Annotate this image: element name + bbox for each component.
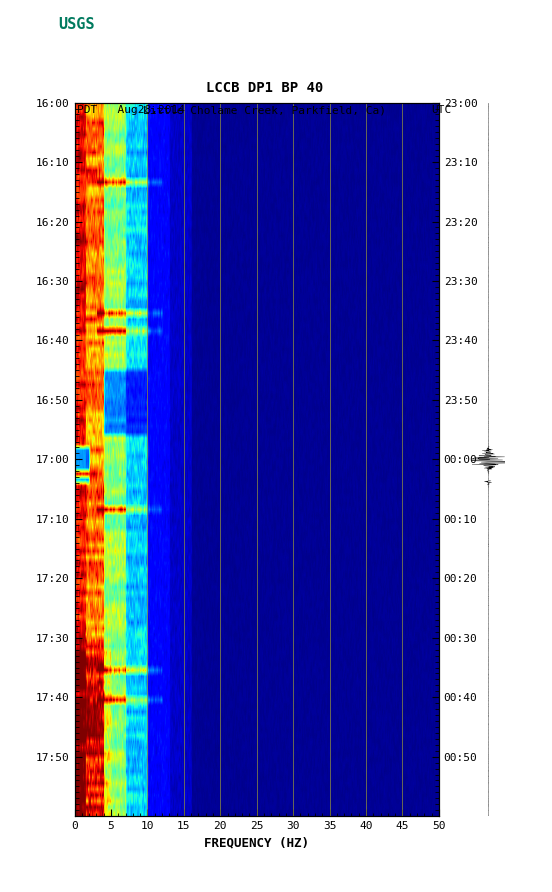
Text: UTC: UTC	[432, 105, 452, 115]
Text: USGS: USGS	[58, 18, 94, 32]
Text: LCCB DP1 BP 40: LCCB DP1 BP 40	[206, 80, 323, 95]
Text: PDT   Aug28,2014: PDT Aug28,2014	[77, 105, 185, 115]
X-axis label: FREQUENCY (HZ): FREQUENCY (HZ)	[204, 837, 309, 849]
Text: Little Cholame Creek, Parkfield, Ca): Little Cholame Creek, Parkfield, Ca)	[144, 105, 386, 115]
